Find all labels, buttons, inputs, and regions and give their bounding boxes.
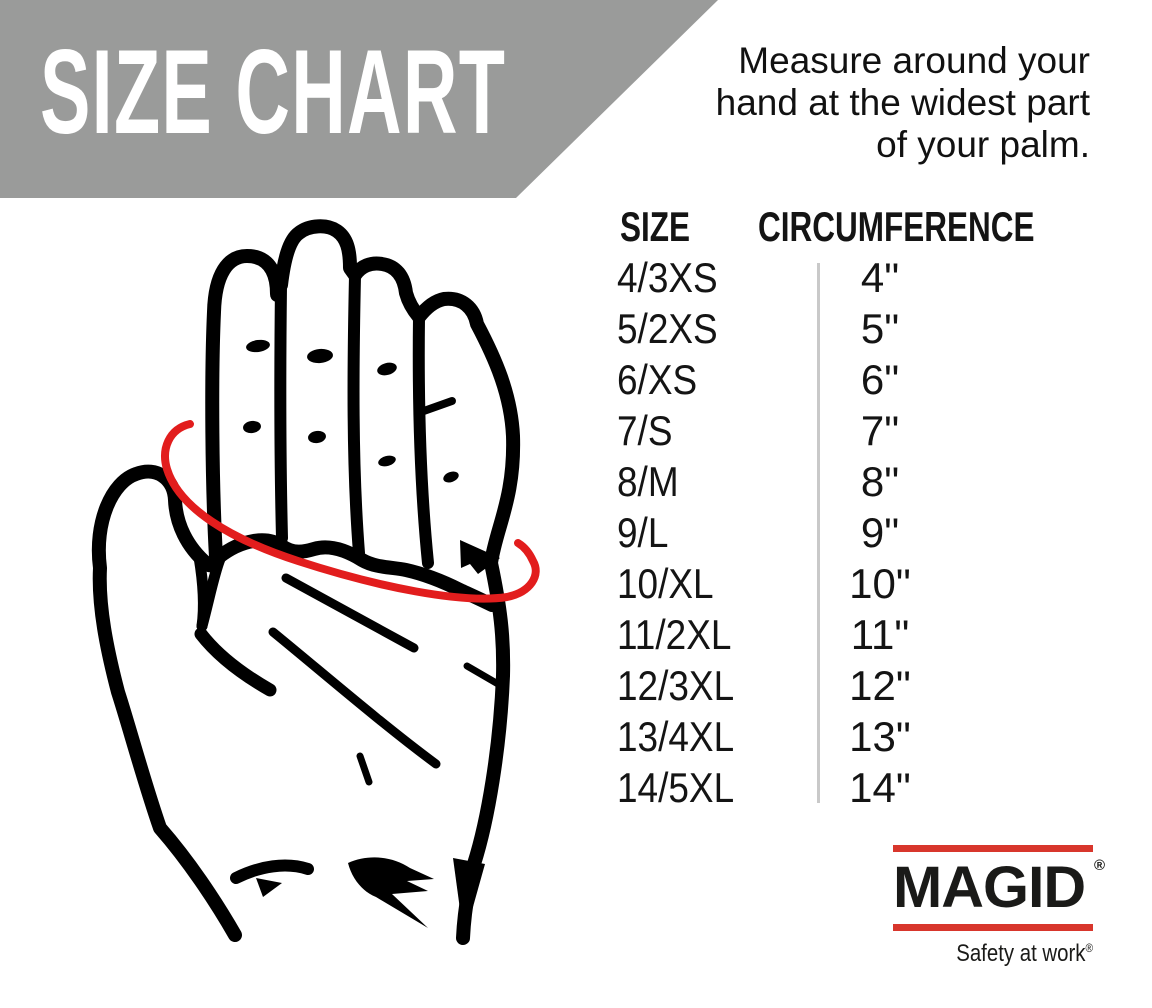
circumference-cell: 9"	[860, 509, 900, 556]
size-cell: 12/3XL	[617, 662, 735, 709]
size-cell: 5/2XS	[617, 305, 718, 352]
circumference-cell: 5"	[860, 305, 900, 352]
thumb-web-lines	[193, 551, 277, 697]
logo-bottom-bar	[893, 924, 1093, 931]
size-cell: 4/3XS	[617, 254, 718, 301]
logo-top-bar	[893, 845, 1093, 852]
table-row: 13/4XL 13"	[612, 711, 1092, 762]
size-cell: 8/M	[617, 458, 679, 505]
table-row: 7/S 7"	[612, 405, 1092, 456]
size-cell: 10/XL	[617, 560, 714, 607]
knuckle-base-line	[212, 533, 499, 612]
table-row: 11/2XL 11"	[612, 609, 1092, 660]
wrist-creases	[230, 857, 485, 939]
brand-name: MAGID	[893, 855, 1086, 920]
circumference-cell: 8"	[860, 458, 900, 505]
size-cell: 13/4XL	[617, 713, 735, 760]
circumference-cell: 14"	[849, 764, 911, 811]
instruction-line: hand at the widest part	[715, 82, 1090, 123]
size-table-header: SIZE CIRCUMFERENCE	[612, 205, 1092, 252]
hand-measurement-illustration	[91, 219, 540, 945]
size-table: SIZE CIRCUMFERENCE 4/3XS 4" 5/2XS 5" 6/X…	[612, 205, 1092, 812]
table-row: 12/3XL 12"	[612, 660, 1092, 711]
table-row: 4/3XS 4"	[612, 252, 1092, 303]
circumference-cell: 11"	[850, 611, 910, 658]
registered-trademark-icon: ®	[1085, 941, 1093, 955]
palm-creases	[268, 573, 502, 786]
size-table-rows: 4/3XS 4" 5/2XS 5" 6/XS 6" 7/S 7" 8/M 8" …	[612, 252, 1092, 813]
circumference-cell: 12"	[849, 662, 911, 709]
size-cell: 6/XS	[617, 356, 698, 403]
table-row: 8/M 8"	[612, 456, 1092, 507]
pinky-knuckle-dash	[417, 397, 456, 416]
size-cell: 9/L	[617, 509, 669, 556]
hand-fill	[98, 226, 514, 939]
circumference-column-header: CIRCUMFERENCE	[758, 203, 1035, 250]
instruction-line: of your palm.	[876, 124, 1090, 165]
table-row: 6/XS 6"	[612, 354, 1092, 405]
magid-logo: MAGID ® Safety at work®	[893, 845, 1105, 968]
table-row: 9/L 9"	[612, 507, 1092, 558]
size-cell: 11/2XL	[617, 611, 732, 658]
hand-outline	[91, 219, 521, 945]
size-cell: 14/5XL	[617, 764, 735, 811]
measure-instruction: Measure around your hand at the widest p…	[660, 40, 1090, 166]
table-column-divider	[817, 263, 820, 803]
table-row: 5/2XS 5"	[612, 303, 1092, 354]
circumference-cell: 6"	[860, 356, 900, 403]
finger-gap-lines	[274, 270, 434, 569]
table-row: 10/XL 10"	[612, 558, 1092, 609]
palm-side-accent	[460, 540, 500, 574]
circumference-cell: 13"	[849, 713, 911, 760]
measuring-tape-line	[161, 420, 540, 603]
brand-tagline: Safety at work®	[956, 940, 1093, 967]
size-column-header: SIZE	[620, 203, 691, 250]
size-cell: 7/S	[617, 407, 673, 454]
instruction-line: Measure around your	[738, 40, 1090, 81]
circumference-cell: 4"	[860, 254, 900, 301]
circumference-cell: 7"	[860, 407, 900, 454]
registered-trademark-icon: ®	[1093, 857, 1105, 874]
circumference-cell: 10"	[849, 560, 911, 607]
banner: SIZE CHART	[0, 0, 718, 198]
page-title: SIZE CHART	[40, 25, 507, 159]
table-row: 14/5XL 14"	[612, 762, 1092, 813]
knuckle-dots	[243, 339, 459, 483]
